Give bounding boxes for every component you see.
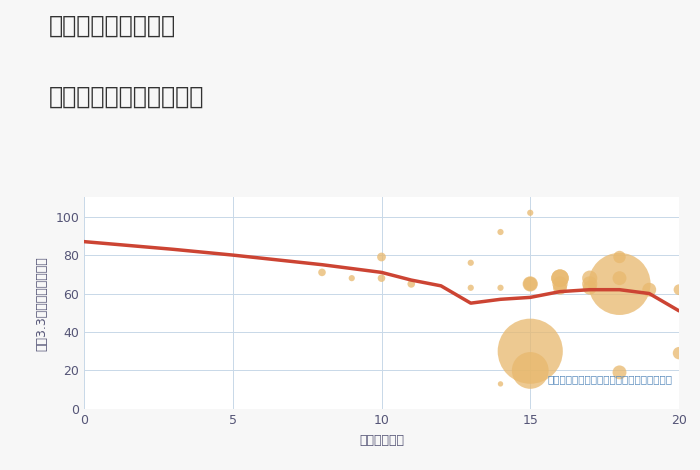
Point [554, 284, 566, 291]
Point [673, 349, 685, 357]
Point [465, 259, 476, 266]
Point [554, 280, 566, 288]
Point [614, 280, 625, 288]
Text: 駅距離別中古戸建て価格: 駅距離別中古戸建て価格 [49, 85, 204, 109]
Point [584, 284, 595, 291]
Point [525, 209, 536, 217]
Point [495, 380, 506, 388]
Point [614, 274, 625, 282]
Point [316, 269, 328, 276]
Y-axis label: 坪（3.3㎡）単価（万円）: 坪（3.3㎡）単価（万円） [35, 256, 48, 351]
Point [525, 280, 536, 288]
Text: 円の大きさは、取引のあった物件面積を示す: 円の大きさは、取引のあった物件面積を示す [547, 374, 672, 384]
Point [346, 274, 357, 282]
Point [406, 280, 417, 288]
Point [495, 284, 506, 291]
Point [525, 367, 536, 374]
Point [614, 368, 625, 376]
Point [376, 274, 387, 282]
Point [465, 284, 476, 291]
Text: 三重県桑名市安永の: 三重県桑名市安永の [49, 14, 176, 38]
Point [614, 253, 625, 261]
Point [644, 286, 655, 293]
Point [554, 274, 566, 282]
Point [495, 228, 506, 236]
Point [554, 274, 566, 282]
X-axis label: 駅距離（分）: 駅距離（分） [359, 434, 404, 446]
Point [525, 347, 536, 355]
Point [376, 253, 387, 261]
Point [584, 280, 595, 288]
Point [525, 280, 536, 288]
Point [673, 286, 685, 293]
Point [584, 274, 595, 282]
